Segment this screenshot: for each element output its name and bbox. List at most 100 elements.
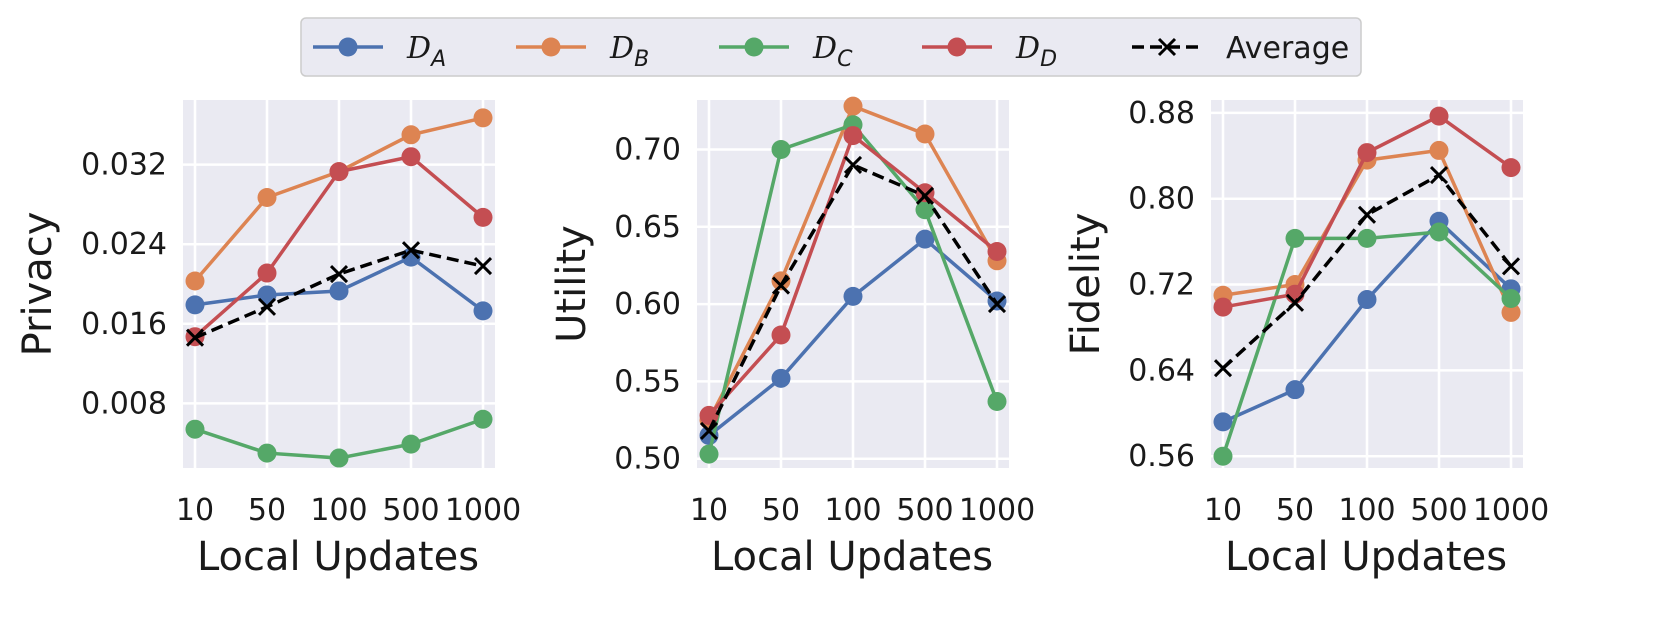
- data-point-avg: [1285, 293, 1305, 312]
- panel-fidelity: 0.56 0.64 0.72 0.80 0.88 10 50 100 500 1000 Local …: [1063, 96, 1549, 580]
- y-tick-label: 0.80: [1128, 182, 1195, 217]
- series-line-avg: [194, 248, 484, 340]
- panel-utility: 0.50 0.55 0.60 0.65 0.70 10 50 100 500 1000 Local …: [549, 96, 1035, 580]
- panel-privacy: 0.008 0.016 0.024 0.032 10 50 100 500 1000 Local …: [15, 100, 521, 580]
- data-point-DA: [329, 281, 349, 301]
- y-tick-label: 0.70: [614, 132, 681, 167]
- series-DC: [1213, 222, 1521, 466]
- data-point-DA: [257, 285, 277, 305]
- data-point-DC: [329, 448, 349, 468]
- series-DA: [185, 247, 493, 321]
- data-point-DD: [329, 162, 349, 182]
- data-point-avg: [473, 257, 493, 276]
- data-point-DB: [1501, 302, 1521, 322]
- x-axis-label: Local Updates: [711, 534, 993, 580]
- data-point-avg: [699, 421, 719, 440]
- series-DD: [699, 126, 1007, 425]
- data-point-DA: [473, 301, 493, 321]
- legend-entry-DC: DC: [719, 31, 853, 72]
- data-point-avg: [401, 241, 421, 260]
- legend-entry-avg: Average: [1132, 31, 1349, 66]
- y-tick-label: 0.032: [81, 148, 167, 183]
- data-point-DD: [987, 242, 1007, 262]
- x-tick-label: 1000: [959, 493, 1035, 528]
- data-point-DC: [257, 443, 277, 463]
- data-point-avg: [843, 155, 863, 175]
- data-point-DD: [1429, 106, 1449, 126]
- data-point-DC: [1501, 288, 1521, 308]
- data-point-DC: [1357, 228, 1377, 248]
- data-point-avg: [987, 295, 1007, 314]
- x-tick-label: 50: [248, 493, 286, 528]
- y-tick-label: 0.55: [614, 364, 681, 399]
- data-point-DD: [843, 126, 863, 146]
- data-point-DB: [185, 271, 205, 291]
- legend-marker-DB: [541, 37, 561, 57]
- legend-marker-DC: [744, 37, 764, 57]
- x-tick-label: 1000: [1473, 493, 1549, 528]
- data-point-avg: [771, 276, 791, 295]
- x-tick-label: 1000: [445, 493, 521, 528]
- y-tick-label: 0.56: [1128, 439, 1195, 474]
- data-point-DA: [1213, 412, 1233, 432]
- data-point-avg: [1501, 257, 1521, 276]
- data-point-DC: [771, 139, 791, 159]
- x-tick-label: 10: [1204, 493, 1242, 528]
- data-point-avg: [185, 328, 205, 347]
- data-point-DB: [401, 125, 421, 145]
- data-point-DD: [1213, 297, 1233, 317]
- legend-entry-DD: DD: [922, 31, 1057, 72]
- data-point-DD: [771, 325, 791, 345]
- y-tick-label: 0.50: [614, 442, 681, 477]
- data-point-DD: [699, 405, 719, 425]
- y-tick-label: 0.72: [1128, 268, 1195, 303]
- data-point-DC: [401, 434, 421, 454]
- data-point-DB: [257, 187, 277, 207]
- data-point-avg: [1357, 205, 1377, 224]
- data-point-DB: [915, 124, 935, 144]
- series-avg: [699, 155, 1007, 440]
- y-axis-label: Privacy: [15, 212, 61, 357]
- x-tick-label: 10: [176, 493, 214, 528]
- x-tick-label: 100: [1338, 493, 1395, 528]
- data-point-DA: [843, 286, 863, 306]
- legend-label-avg: Average: [1226, 31, 1349, 66]
- y-tick-label: 0.60: [614, 287, 681, 322]
- data-point-DB: [843, 96, 863, 116]
- x-axis-label: Local Updates: [197, 534, 479, 580]
- y-tick-label: 0.016: [81, 307, 167, 342]
- data-point-DC: [473, 409, 493, 429]
- data-point-avg: [329, 264, 349, 284]
- data-point-DC: [1285, 228, 1305, 248]
- data-point-DA: [771, 368, 791, 388]
- series-line-avg: [707, 162, 999, 432]
- y-axis-label: Fidelity: [1063, 213, 1109, 356]
- series-avg: [1213, 166, 1521, 378]
- x-tick-label: 100: [310, 493, 367, 528]
- x-tick-label: 500: [1410, 493, 1467, 528]
- legend-label-DA: DA: [406, 31, 446, 72]
- legend-frame: [300, 17, 1362, 77]
- data-point-DC: [987, 392, 1007, 412]
- data-point-DB: [1429, 140, 1449, 160]
- data-point-DD: [257, 263, 277, 283]
- data-point-DA: [915, 229, 935, 249]
- data-point-DC: [699, 444, 719, 464]
- y-tick-label: 0.88: [1128, 96, 1195, 131]
- y-tick-label: 0.008: [81, 386, 167, 421]
- x-axis-label: Local Updates: [1225, 534, 1507, 580]
- legend-label-DC: DC: [812, 31, 853, 72]
- data-point-DD: [1501, 158, 1521, 178]
- y-tick-label: 0.65: [614, 210, 681, 245]
- data-point-DC: [915, 200, 935, 220]
- y-axis-label: Utility: [549, 225, 595, 343]
- data-point-avg: [915, 186, 935, 205]
- series-DC: [699, 115, 1007, 464]
- data-point-DC: [1429, 222, 1449, 242]
- series-DA: [1213, 211, 1521, 432]
- data-point-DC: [185, 419, 205, 439]
- x-tick-label: 500: [382, 493, 439, 528]
- data-point-DD: [1357, 143, 1377, 163]
